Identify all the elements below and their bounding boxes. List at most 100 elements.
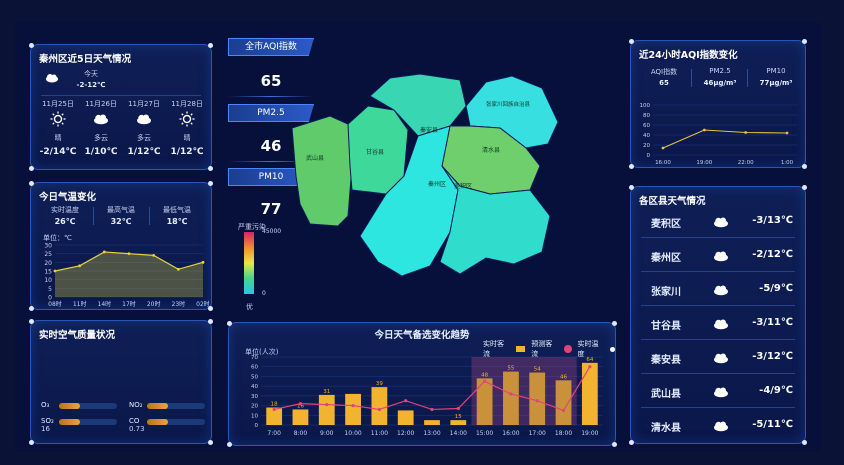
temp-stat-label: 最低气温 [163, 206, 191, 214]
pm25-value: 46 [260, 137, 282, 155]
district-name[interactable]: 秦安县 [651, 355, 681, 366]
trend-point [456, 406, 460, 411]
stat-divider [149, 207, 150, 225]
bar-value-label: 18 [271, 402, 278, 408]
aqi24-point [744, 131, 748, 134]
temp-change-panel: 今日气温变化 实时温度 26℃ 最高气温 32℃ 最低气温 18℃ 单位：℃ 30 25 20… [29, 181, 213, 311]
aq-value: 0.73 [129, 425, 145, 433]
y-tick-label: 25 [44, 251, 52, 258]
map-region-maiji[interactable] [439, 165, 551, 275]
temp-point [102, 250, 106, 254]
cloud-icon [714, 421, 728, 432]
stat-divider [691, 69, 692, 87]
y-tick-label: 80 [643, 113, 650, 119]
trend-panel: 今日天气备选变化趋势 单位(人次) 实时客流 预测客流 实时温度 70 60 50 4… [227, 321, 617, 447]
cloud-icon [714, 387, 728, 398]
trend-bar [397, 410, 414, 425]
district-divider [641, 407, 795, 408]
x-tick-label: 08时 [48, 300, 62, 308]
x-tick-label: 7:00 [267, 430, 281, 437]
district-name[interactable]: 麦积区 [651, 219, 681, 230]
stat-divider [747, 69, 748, 87]
district-temp: -4/9℃ [759, 385, 793, 396]
y-tick-label: 40 [251, 384, 258, 390]
bar-value-label: 31 [323, 389, 330, 395]
trend-point [377, 407, 381, 412]
today-label: 今天 [84, 70, 98, 78]
map-label-qinzhou: 秦州区 [428, 180, 446, 188]
trend-bar [476, 378, 493, 425]
cloud-icon [714, 285, 728, 296]
aq-track [59, 419, 117, 425]
x-tick-label: 11:00 [371, 430, 388, 437]
district-name[interactable]: 清水县 [651, 423, 681, 434]
x-tick-label: 13:00 [423, 430, 440, 437]
stat-divider [93, 207, 94, 225]
y-tick-label: 20 [643, 143, 650, 149]
trend-bar [529, 372, 546, 425]
trend-bar-line-chart: 70 60 50 40 30 20 10 0 18 7:00 16 8:00 31 9:00 10:00 39… [251, 355, 603, 437]
aqi-button[interactable]: 全市AQI指数 [228, 38, 314, 56]
trend-point [509, 392, 513, 396]
trend-bar [292, 409, 309, 425]
map-label-wushan: 武山县 [306, 154, 324, 162]
x-tick-label: 17时 [122, 300, 136, 308]
map-label-gangu: 甘谷县 [366, 148, 384, 156]
forecast-date: 11月28日 [171, 100, 203, 108]
district-name[interactable]: 甘谷县 [651, 321, 681, 332]
aq-fill [147, 403, 169, 409]
trend-bar [424, 420, 440, 425]
forecast-desc: 晴 [183, 134, 191, 142]
trend-point [483, 379, 487, 383]
forecast-desc: 多云 [137, 134, 151, 142]
y-tick-label: 30 [44, 243, 52, 250]
y-tick-label: 40 [643, 133, 650, 139]
map-label-zhangjiachuan: 张家川回族自治县 [486, 100, 531, 108]
trend-point [430, 407, 434, 412]
bar-value-label: 64 [586, 357, 593, 363]
aq-label: CO [129, 417, 140, 425]
x-tick-label: 23时 [172, 300, 186, 308]
district-temp: -2/12℃ [752, 249, 793, 260]
district-name[interactable]: 张家川 [651, 287, 681, 298]
aq-fill [59, 419, 81, 425]
temp-point [201, 260, 205, 264]
aq-label: SO₂ [41, 417, 54, 425]
air-quality-title: 实时空气质量状况 [39, 330, 116, 341]
x-tick-label: 16:00 [502, 430, 519, 437]
aq-label: O₃ [41, 401, 50, 409]
legend-title: 严重污染 [238, 223, 266, 231]
trend-point [298, 402, 303, 406]
temp-stat-value: 18℃ [166, 217, 188, 226]
trend-bar [318, 394, 335, 425]
legend-swatch-temp [610, 346, 615, 352]
trend-title: 今日天气备选变化趋势 [374, 330, 470, 341]
y-tick-label: 60 [643, 123, 650, 129]
district-name[interactable]: 武山县 [651, 389, 681, 400]
trend-bar [345, 393, 361, 425]
map-region-wushan[interactable] [291, 115, 353, 227]
trend-point [325, 403, 329, 407]
district-weather-title: 各区县天气情况 [639, 196, 706, 207]
district-name[interactable]: 秦州区 [651, 253, 681, 264]
bar-value-label: 48 [481, 372, 488, 378]
temp-area [55, 251, 203, 297]
pm10-button[interactable]: PM10 [228, 168, 314, 186]
aq-value: 16 [41, 425, 50, 433]
temp-unit: 单位：℃ [43, 234, 72, 242]
x-tick-label: 02时 [196, 300, 209, 308]
trend-point [351, 403, 355, 408]
bar-value-label: 55 [507, 366, 514, 372]
aqi24-stat-label: AQI指数 [650, 68, 678, 76]
district-temp: -3/13℃ [752, 215, 793, 226]
aq-track [147, 403, 205, 409]
forecast-temp: 1/10℃ [84, 147, 118, 157]
x-tick-label: 15:00 [476, 430, 493, 437]
x-tick-label: 1:00 [781, 160, 794, 166]
aqi24-line-chart: 100 80 60 40 20 0 16:00 19:00 22:00 1:00 [640, 103, 797, 166]
legend-item-temp: 实时温度 [577, 340, 599, 358]
y-tick-label: 15 [44, 269, 52, 276]
district-temp: -3/11℃ [752, 317, 793, 328]
x-tick-label: 10:00 [344, 430, 361, 437]
